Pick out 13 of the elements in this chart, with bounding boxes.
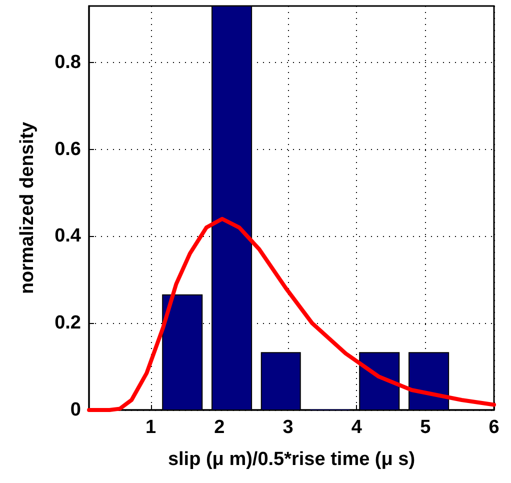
x-tick-label: 5 [420, 417, 432, 438]
y-tick-label: 0.6 [54, 138, 81, 160]
y-tick-label: 0.4 [54, 226, 82, 247]
y-tick-label: 0.8 [54, 52, 81, 73]
x-tick-label: 4 [351, 417, 362, 438]
y-axis-title: normalized density [17, 122, 38, 294]
y-tick-label: 0 [70, 400, 81, 420]
y-tick-label: 0.2 [54, 312, 81, 334]
x-tick-label: 3 [282, 417, 294, 438]
x-tick-label: 6 [488, 417, 500, 438]
x-tick-label: 1 [145, 417, 156, 438]
x-tick-label: 2 [214, 417, 225, 438]
x-axis-title: slip (μ m)/0.5*rise time (μ s) [168, 449, 416, 470]
